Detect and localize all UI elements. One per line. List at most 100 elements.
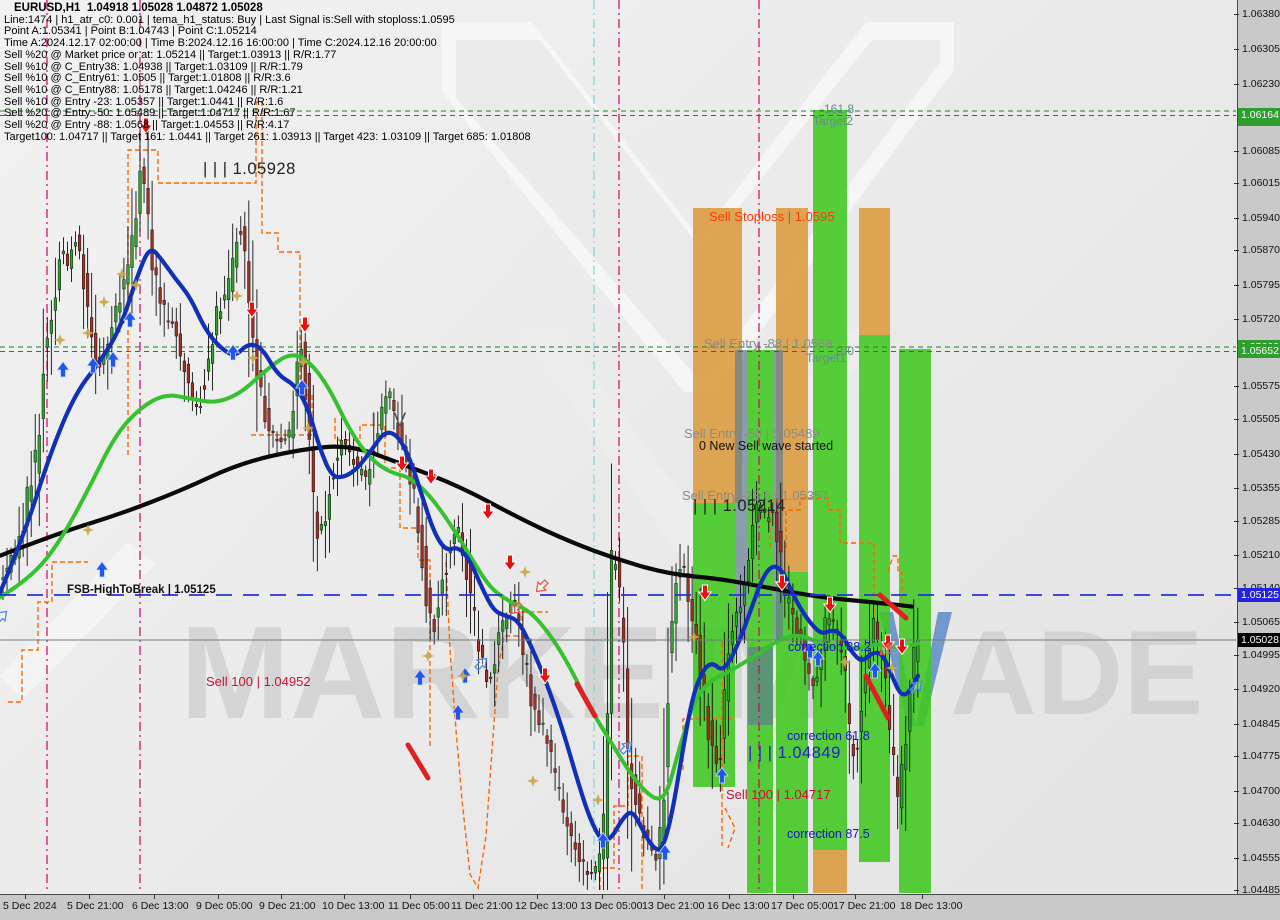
buy-arrow-icon bbox=[803, 641, 817, 659]
buy-arrow-icon bbox=[226, 343, 240, 361]
star-icon bbox=[82, 327, 94, 339]
buy-arrow-icon bbox=[811, 649, 825, 667]
atr-trail-segment bbox=[769, 497, 880, 646]
sell-arrow-icon bbox=[244, 301, 260, 319]
time-tick-label: 9 Dec 05:00 bbox=[196, 894, 253, 912]
ea-info-line: Sell %10 @ C_Entry88: 1.05178 || Target:… bbox=[4, 83, 303, 96]
ea-info-line: Target100: 1.04717 || Target 161: 1.0441… bbox=[4, 130, 531, 143]
pullback-up-arrow-icon bbox=[909, 680, 923, 694]
ea-info-line: Sell %20 @ Market price or at: 1.05214 |… bbox=[4, 48, 337, 61]
atr-trail-segment bbox=[8, 561, 88, 703]
price-tick-label: 1.04555 bbox=[1234, 851, 1280, 864]
time-tick-label: 5 Dec 21:00 bbox=[67, 894, 124, 912]
star-icon bbox=[519, 566, 531, 578]
star-icon bbox=[297, 356, 309, 368]
price-tick-label: 1.06380 bbox=[1234, 8, 1280, 21]
buy-arrow-icon bbox=[451, 703, 465, 721]
atr-trail-segment bbox=[599, 755, 643, 890]
price-marker-green: 1.05652 bbox=[1238, 344, 1280, 359]
time-tick-label: 11 Dec 21:00 bbox=[451, 894, 513, 912]
star-icon bbox=[527, 775, 539, 787]
star-icon bbox=[839, 656, 851, 668]
chart-symbol-title: EURUSD,H1 1.04918 1.05028 1.04872 1.0502… bbox=[14, 2, 263, 14]
time-tick-label: 13 Dec 21:00 bbox=[642, 894, 705, 912]
time-tick-label: 17 Dec 21:00 bbox=[833, 894, 896, 912]
star-icon bbox=[886, 662, 898, 674]
price-marker-green: 1.06164 bbox=[1238, 107, 1280, 122]
sell-arrow-icon bbox=[502, 554, 518, 572]
price-tick-label: 1.05430 bbox=[1234, 447, 1280, 460]
pullback-up-arrow-icon bbox=[0, 610, 8, 624]
ea-info-line: Sell %20 @ Entry -50: 1.05489 || Target:… bbox=[4, 107, 296, 120]
price-tick-label: 1.05505 bbox=[1234, 412, 1280, 425]
price-axis[interactable]: 1.06380 1.06305 1.06230 1.06085 1.06015 1.059… bbox=[1234, 0, 1280, 896]
time-tick-label: 12 Dec 13:00 bbox=[515, 894, 578, 912]
sell-arrow-icon bbox=[394, 455, 410, 473]
price-tick-label: 1.04630 bbox=[1234, 817, 1280, 830]
ea-info-line: Sell %20 @ Entry -88: 1.0568 || Target:1… bbox=[4, 119, 290, 132]
atr-trail-segment bbox=[887, 555, 903, 610]
price-tick-label: 1.04775 bbox=[1234, 750, 1280, 763]
time-axis[interactable]: 5 Dec 2024 5 Dec 21:00 6 Dec 13:00 9 Dec 05… bbox=[0, 894, 1280, 920]
time-tick-label: 16 Dec 13:00 bbox=[707, 894, 770, 912]
sell-arrow-icon bbox=[537, 667, 553, 685]
zone-slate bbox=[735, 350, 747, 640]
zone-green bbox=[899, 349, 931, 893]
candlestick-series bbox=[1, 124, 920, 890]
red-trend-segment bbox=[863, 673, 891, 721]
price-tick-label: 1.05575 bbox=[1234, 380, 1280, 393]
buy-arrow-icon bbox=[413, 668, 427, 686]
price-tick-label: 1.05285 bbox=[1234, 514, 1280, 527]
price-tick-label: 1.05065 bbox=[1234, 616, 1280, 629]
zone-green bbox=[747, 350, 773, 893]
price-tick-label: 1.04845 bbox=[1234, 717, 1280, 730]
time-tick-label: 11 Dec 05:00 bbox=[388, 894, 450, 912]
price-tick-label: 1.06305 bbox=[1234, 43, 1280, 56]
ea-info-panel: EURUSD,H1 1.04918 1.05028 1.04872 1.0502… bbox=[4, 2, 531, 143]
sell-arrow-icon bbox=[480, 503, 496, 521]
star-icon bbox=[688, 631, 700, 643]
sell-arrow-icon bbox=[822, 596, 838, 614]
star-icon bbox=[82, 524, 94, 536]
buy-arrow-icon bbox=[715, 766, 729, 784]
red-trend-segment bbox=[405, 742, 431, 781]
ea-info-line: Sell %10 @ Entry -23: 1.05357 || Target:… bbox=[4, 95, 284, 108]
star-icon bbox=[592, 794, 604, 806]
ea-info-line: Time A:2024.12.17 02:00:00 | Time B:2024… bbox=[4, 37, 437, 50]
ma-fast-blue bbox=[0, 248, 921, 852]
zone-orange bbox=[859, 208, 890, 335]
pullback-up-arrow-icon bbox=[619, 741, 633, 755]
time-tick-label: 13 Dec 05:00 bbox=[580, 894, 643, 912]
sell-arrow-icon bbox=[697, 584, 713, 602]
price-tick-label: 1.04995 bbox=[1234, 648, 1280, 661]
ea-info-line: Sell %10 @ C_Entry38: 1.04938 || Target:… bbox=[4, 60, 303, 73]
price-tick-label: 1.05795 bbox=[1234, 278, 1280, 291]
time-tick-label: 9 Dec 21:00 bbox=[259, 894, 316, 912]
time-tick-label: 10 Dec 13:00 bbox=[322, 894, 385, 912]
price-marker-blue: 1.05125 bbox=[1238, 588, 1280, 602]
sell-arrow-icon bbox=[297, 316, 313, 334]
sell-arrow-icon bbox=[894, 638, 910, 656]
zone-green bbox=[813, 110, 847, 850]
buy-arrow-icon bbox=[658, 843, 672, 861]
signal-markers bbox=[0, 117, 923, 861]
price-tick-label: 1.05720 bbox=[1234, 313, 1280, 326]
price-tick-label: 1.04920 bbox=[1234, 683, 1280, 696]
star-icon bbox=[54, 334, 66, 346]
zone-slate bbox=[748, 647, 773, 725]
red-trend-segment bbox=[877, 592, 909, 621]
price-tick-label: 1.05940 bbox=[1234, 211, 1280, 224]
pullback-down-arrow-icon bbox=[879, 642, 893, 656]
price-tick-label: 1.05870 bbox=[1234, 244, 1280, 257]
price-tick-label: 1.05210 bbox=[1234, 549, 1280, 562]
buy-arrow-icon bbox=[295, 378, 309, 396]
time-tick-label: 18 Dec 13:00 bbox=[900, 894, 963, 912]
star-icon bbox=[422, 650, 434, 662]
atr-trail-segment bbox=[724, 807, 736, 849]
star-icon bbox=[457, 670, 469, 682]
star-icon bbox=[302, 422, 314, 434]
star-icon bbox=[98, 296, 110, 308]
buy-arrow-icon bbox=[106, 350, 120, 368]
